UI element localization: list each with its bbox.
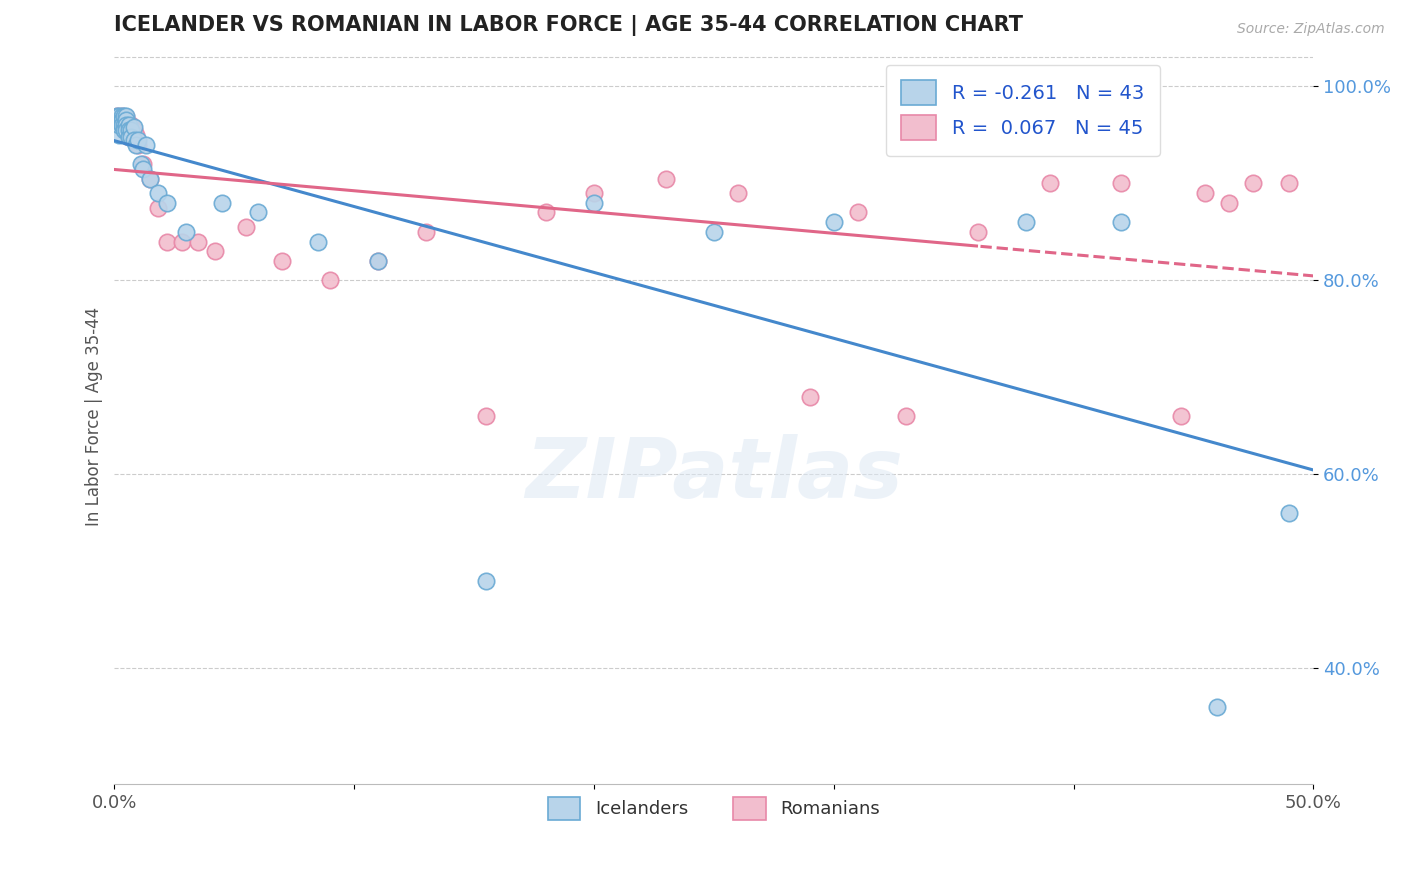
Text: ZIPatlas: ZIPatlas bbox=[524, 434, 903, 516]
Point bbox=[146, 186, 169, 200]
Point bbox=[127, 137, 149, 152]
Text: ICELANDER VS ROMANIAN IN LABOR FORCE | AGE 35-44 CORRELATION CHART: ICELANDER VS ROMANIAN IN LABOR FORCE | A… bbox=[114, 15, 1024, 36]
Point bbox=[108, 128, 131, 142]
Point bbox=[367, 254, 389, 268]
Point bbox=[475, 409, 498, 423]
Point bbox=[727, 186, 749, 200]
Point bbox=[582, 195, 605, 210]
Point bbox=[235, 219, 257, 234]
Point bbox=[115, 113, 138, 128]
Point bbox=[799, 390, 821, 404]
Point bbox=[135, 137, 157, 152]
Point bbox=[415, 225, 437, 239]
Point bbox=[655, 171, 678, 186]
Point bbox=[1111, 215, 1133, 229]
Point bbox=[1038, 177, 1060, 191]
Point bbox=[1278, 177, 1301, 191]
Point bbox=[125, 137, 148, 152]
Point bbox=[367, 254, 389, 268]
Point bbox=[1278, 506, 1301, 520]
Point bbox=[105, 109, 128, 123]
Point bbox=[204, 244, 226, 259]
Point bbox=[1206, 699, 1229, 714]
Point bbox=[122, 133, 145, 147]
Point bbox=[105, 109, 128, 123]
Point bbox=[118, 129, 141, 144]
Point bbox=[894, 409, 917, 423]
Point bbox=[118, 123, 141, 137]
Point bbox=[1194, 186, 1216, 200]
Point bbox=[122, 120, 145, 135]
Point bbox=[108, 109, 131, 123]
Point bbox=[120, 129, 142, 144]
Point bbox=[118, 129, 141, 144]
Point bbox=[703, 225, 725, 239]
Point bbox=[127, 133, 149, 147]
Point bbox=[1014, 215, 1036, 229]
Point bbox=[110, 113, 132, 128]
Point bbox=[170, 235, 193, 249]
Point bbox=[112, 123, 135, 137]
Point bbox=[846, 205, 869, 219]
Point bbox=[120, 118, 142, 132]
Point bbox=[1218, 195, 1240, 210]
Point bbox=[120, 123, 142, 137]
Point bbox=[582, 186, 605, 200]
Legend: Icelanders, Romanians: Icelanders, Romanians bbox=[541, 789, 887, 827]
Point bbox=[115, 118, 138, 132]
Point bbox=[108, 118, 131, 132]
Point bbox=[319, 273, 342, 287]
Point bbox=[966, 225, 988, 239]
Point bbox=[115, 109, 138, 123]
Point bbox=[112, 123, 135, 137]
Point bbox=[115, 111, 138, 125]
Point bbox=[146, 201, 169, 215]
Point bbox=[115, 123, 138, 137]
Point bbox=[534, 205, 557, 219]
Point bbox=[108, 113, 131, 128]
Point bbox=[211, 195, 233, 210]
Point bbox=[823, 215, 845, 229]
Point bbox=[110, 109, 132, 123]
Point bbox=[110, 118, 132, 132]
Point bbox=[110, 109, 132, 123]
Text: Source: ZipAtlas.com: Source: ZipAtlas.com bbox=[1237, 22, 1385, 37]
Point bbox=[110, 118, 132, 132]
Point bbox=[122, 123, 145, 137]
Point bbox=[108, 118, 131, 132]
Point bbox=[1241, 177, 1264, 191]
Point bbox=[475, 574, 498, 588]
Point bbox=[1111, 177, 1133, 191]
Point bbox=[118, 120, 141, 135]
Point bbox=[118, 118, 141, 132]
Point bbox=[187, 235, 209, 249]
Point bbox=[125, 128, 148, 142]
Point bbox=[271, 254, 294, 268]
Point bbox=[110, 118, 132, 132]
Point bbox=[120, 129, 142, 144]
Point bbox=[139, 171, 162, 186]
Point bbox=[112, 109, 135, 123]
Point bbox=[112, 113, 135, 128]
Point bbox=[139, 171, 162, 186]
Point bbox=[1170, 409, 1192, 423]
Point bbox=[247, 205, 270, 219]
Point bbox=[176, 225, 198, 239]
Point bbox=[110, 113, 132, 128]
Point bbox=[112, 118, 135, 132]
Y-axis label: In Labor Force | Age 35-44: In Labor Force | Age 35-44 bbox=[86, 307, 103, 525]
Point bbox=[129, 157, 152, 171]
Point bbox=[132, 157, 155, 171]
Point bbox=[156, 235, 179, 249]
Point bbox=[156, 195, 179, 210]
Point bbox=[115, 123, 138, 137]
Point bbox=[132, 161, 155, 176]
Point bbox=[307, 235, 329, 249]
